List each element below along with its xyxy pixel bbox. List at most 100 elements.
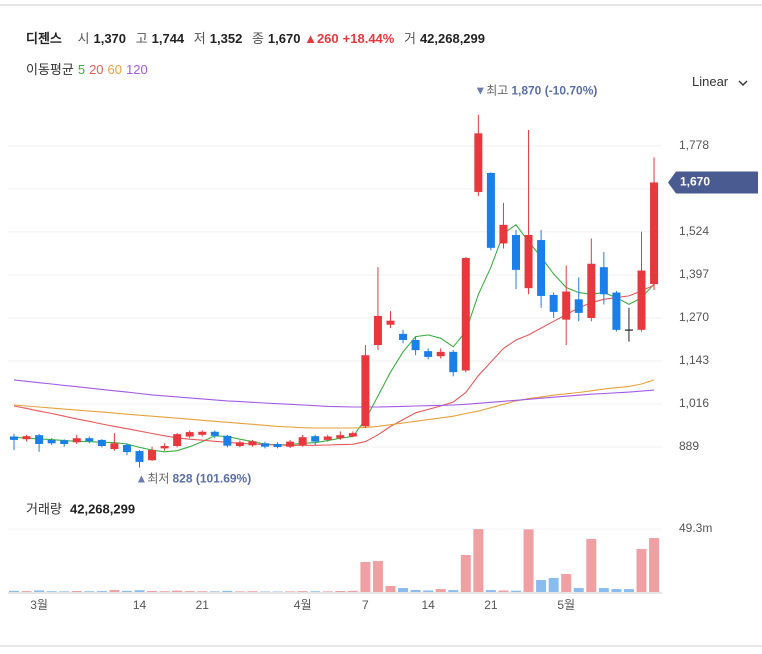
- candle-body: [273, 443, 282, 448]
- volume-bar: [322, 591, 333, 592]
- x-tick-label: 21: [196, 598, 210, 612]
- volume-bar: [649, 538, 660, 592]
- volume-bar: [71, 590, 82, 592]
- volume-bar: [636, 548, 647, 592]
- y-tick-label: 1,524: [679, 224, 709, 238]
- open-value: 1,370: [93, 31, 127, 46]
- volume-bar: [59, 591, 70, 592]
- candle-body: [185, 432, 194, 437]
- ma-legend-entry: 120: [126, 62, 148, 77]
- volume-bar: [197, 591, 208, 592]
- scale-select[interactable]: Linear: [692, 74, 748, 89]
- volume-bar: [234, 591, 245, 592]
- candle-body: [60, 440, 69, 444]
- ma-legend-entry: 60: [107, 62, 123, 77]
- candle-body: [336, 435, 345, 439]
- volume-bar: [423, 590, 434, 592]
- x-tick-label: 3월: [30, 598, 48, 612]
- volume-bar: [435, 589, 446, 592]
- volume-bar: [523, 529, 534, 592]
- candle-body: [599, 267, 608, 295]
- y-tick-label: 1,397: [679, 267, 709, 281]
- volume-label: 거: [403, 31, 416, 46]
- high-label: 고: [135, 31, 148, 46]
- candle-body: [499, 224, 508, 244]
- candle-body: [549, 294, 558, 312]
- volume-bar: [172, 590, 183, 592]
- volume-bar: [297, 591, 308, 592]
- candle-body: [311, 436, 320, 442]
- candle-body: [148, 450, 157, 461]
- candle-body: [650, 182, 659, 285]
- candle-body: [223, 435, 232, 446]
- volume-bar: [372, 560, 383, 592]
- y-tick-label: 1,270: [679, 310, 709, 324]
- x-tick-label: 14: [133, 598, 147, 612]
- annotation-text: 828 (101.69%): [172, 472, 251, 486]
- volume-bar: [121, 590, 132, 592]
- volume-bar: [548, 577, 559, 592]
- annotation-arrow: ▼: [474, 84, 486, 98]
- candle-body: [562, 291, 571, 320]
- change: 260: [316, 31, 339, 46]
- candle-body: [110, 443, 119, 450]
- volume-bar: [598, 588, 609, 592]
- annotation-text: 1,870 (-10.70%): [511, 84, 597, 98]
- volume-bar: [573, 588, 584, 592]
- candle-body: [235, 442, 244, 446]
- candle-body: [449, 351, 458, 373]
- candle-body: [286, 441, 295, 447]
- candle-body: [173, 434, 182, 446]
- candle-body: [524, 234, 533, 289]
- volume-bar: [84, 591, 95, 592]
- low-value: 1,352: [209, 31, 243, 46]
- candle-body: [612, 292, 621, 330]
- volume-bar: [159, 591, 170, 592]
- high-value: 1,744: [151, 31, 185, 46]
- candle-body: [298, 437, 307, 445]
- candle-body: [85, 438, 94, 442]
- x-tick-label: 7: [362, 598, 369, 612]
- y-tick-label: 889: [679, 439, 699, 453]
- candle-body: [574, 299, 583, 313]
- volume-bar: [310, 591, 321, 592]
- candle-body: [474, 133, 483, 192]
- candle-body: [135, 451, 144, 462]
- volume-bar: [247, 591, 258, 592]
- ma-legend-entry: 20: [89, 62, 104, 77]
- candle-body: [399, 333, 408, 340]
- candle-body: [348, 433, 357, 437]
- candle-body: [198, 431, 207, 435]
- volume-bar: [561, 574, 572, 592]
- annotation: ▲최저 828 (101.69%): [136, 472, 252, 486]
- volume-bar: [134, 590, 145, 592]
- volume-bar: [586, 539, 597, 592]
- candle-body: [10, 436, 18, 440]
- candle-body: [248, 441, 257, 446]
- volume-bar: [272, 591, 283, 592]
- candle-body: [361, 355, 370, 427]
- x-tick-label: 14: [421, 598, 435, 612]
- up-arrow: ▲: [304, 31, 317, 46]
- low-label: 저: [193, 31, 206, 46]
- volume-bar: [109, 590, 120, 592]
- annotation-arrow: ▲: [136, 472, 148, 486]
- candle-body: [486, 172, 495, 248]
- volume-tick-label: 49.3m: [679, 521, 712, 535]
- scale-label: Linear: [692, 74, 729, 89]
- volume-bar: [498, 590, 509, 592]
- candle-body: [637, 270, 646, 330]
- candle-body: [97, 439, 106, 446]
- chevron: [738, 80, 748, 86]
- candle-body: [160, 445, 169, 449]
- volume-bar: [222, 590, 233, 592]
- volume-bar: [9, 590, 19, 592]
- volume-bar: [285, 591, 296, 592]
- volume-bar: [448, 590, 459, 592]
- candle-body: [261, 443, 269, 447]
- ma-title: 이동평균: [26, 62, 74, 77]
- candle-body: [122, 444, 131, 453]
- x-tick-label: 4월: [294, 598, 312, 612]
